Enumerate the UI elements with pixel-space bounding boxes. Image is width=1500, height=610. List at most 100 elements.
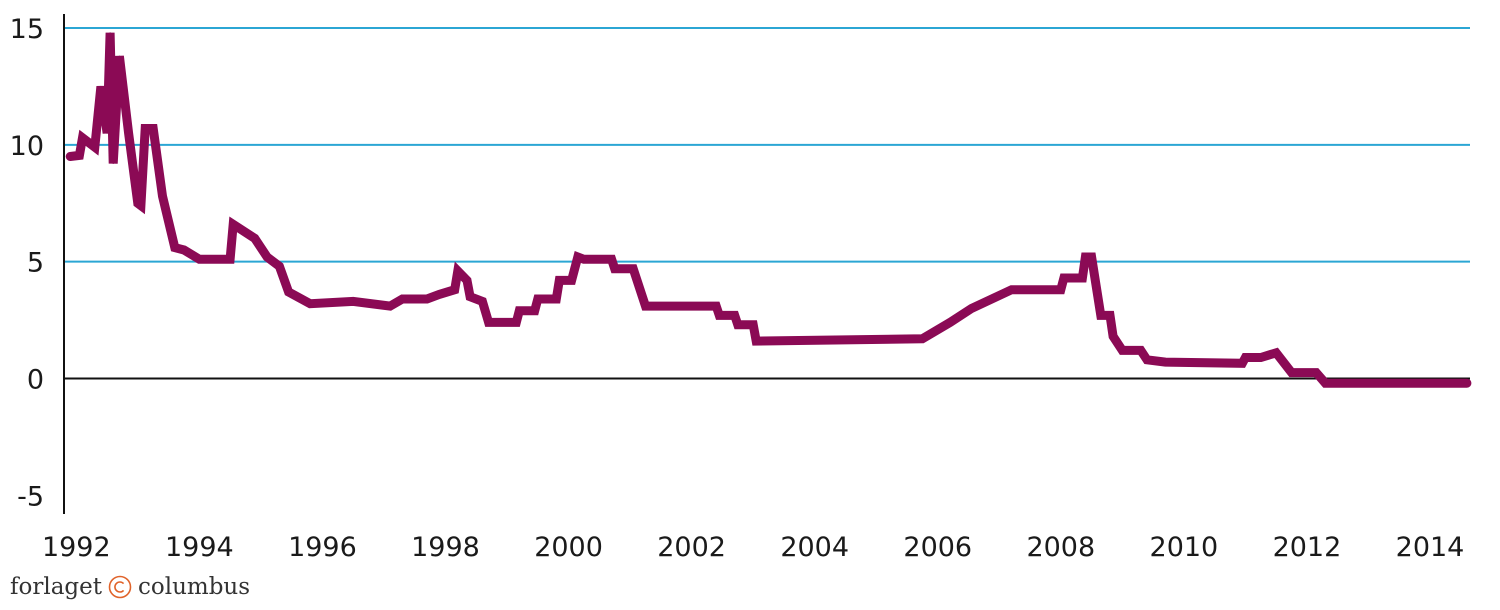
x-tick-label: 2006 — [903, 532, 972, 563]
data-point — [752, 324, 754, 326]
data-point — [278, 265, 280, 267]
data-point — [82, 137, 83, 139]
data-point — [971, 307, 973, 309]
data-point — [109, 32, 111, 34]
data-point — [583, 258, 585, 260]
data-point — [1109, 314, 1111, 316]
y-tick-label: -5 — [17, 481, 44, 512]
data-point — [1315, 372, 1317, 374]
data-point — [558, 279, 560, 281]
data-point — [715, 305, 717, 307]
data-point — [1164, 361, 1166, 363]
data-point — [140, 205, 142, 207]
data-point — [309, 303, 311, 305]
data-point — [1060, 289, 1062, 291]
data-point — [755, 340, 757, 342]
data-point — [128, 132, 130, 134]
x-tick-label: 1998 — [411, 532, 480, 563]
data-point — [1100, 314, 1102, 316]
line-chart: 15 10 5 0 -5 1992 1994 1996 1998 2000 2002 2004 2006… — [10, 14, 1472, 563]
data-point — [1260, 357, 1262, 358]
data-point — [69, 156, 71, 157]
grid-lines — [64, 27, 1470, 380]
y-tick-label: 15 — [10, 14, 44, 45]
series-layer — [65, 32, 1472, 388]
data-point — [438, 293, 440, 295]
data-point — [611, 258, 613, 260]
x-tick-label: 1994 — [165, 532, 234, 563]
copyright-circle-icon — [108, 575, 132, 599]
y-tick-label: 0 — [27, 364, 44, 395]
x-tick-label: 2000 — [534, 532, 603, 563]
data-point — [1275, 352, 1277, 354]
data-point — [921, 338, 923, 340]
x-tick-label: 2008 — [1026, 532, 1095, 563]
data-point — [515, 321, 517, 323]
data-point — [481, 300, 483, 302]
data-point — [137, 202, 139, 204]
data-point — [949, 321, 951, 323]
brand-name-left: forlaget — [10, 574, 102, 600]
data-point — [645, 305, 646, 307]
data-point — [1063, 277, 1065, 279]
data-point — [1081, 277, 1083, 279]
publisher-logo: forlaget columbus — [10, 574, 250, 600]
data-point — [518, 310, 520, 312]
data-point — [466, 279, 468, 281]
data-point — [266, 256, 268, 258]
data-point — [1084, 256, 1086, 258]
data-point — [426, 298, 428, 300]
data-point — [577, 256, 579, 258]
data-point — [1011, 289, 1013, 291]
data-point — [152, 128, 154, 129]
data-point — [288, 291, 290, 293]
data-point — [718, 314, 720, 316]
data-point — [144, 128, 146, 129]
data-point — [389, 305, 391, 307]
x-tick-label: 2012 — [1273, 532, 1342, 563]
data-point — [229, 258, 231, 260]
data-point — [1324, 382, 1326, 384]
data-point — [555, 298, 557, 300]
data-point — [534, 310, 536, 312]
x-tick-label: 1992 — [42, 532, 111, 563]
data-point — [94, 146, 96, 148]
x-tick-label: 2014 — [1396, 532, 1465, 563]
x-tick-label: 2002 — [657, 532, 726, 563]
data-point — [488, 321, 490, 323]
data-point — [118, 55, 120, 57]
data-point — [632, 268, 634, 270]
y-tick-label: 5 — [27, 248, 44, 279]
data-point — [1244, 357, 1246, 358]
data-point — [162, 195, 163, 197]
data-point — [112, 163, 114, 164]
data-point — [614, 268, 616, 270]
data-point — [78, 154, 80, 156]
data-point — [1241, 362, 1243, 364]
data-point — [457, 270, 459, 272]
data-point — [174, 247, 176, 249]
data-point — [100, 85, 102, 87]
data-point — [737, 324, 739, 326]
data-point — [734, 314, 736, 316]
data-point — [198, 258, 200, 260]
series-line-0 — [65, 32, 1472, 388]
x-tick-label: 2010 — [1150, 532, 1219, 563]
data-point — [571, 279, 573, 281]
data-point — [352, 300, 354, 302]
data-point — [106, 132, 108, 134]
data-point — [1291, 372, 1293, 374]
x-tick-label: 1996 — [288, 532, 357, 563]
data-point — [401, 298, 403, 300]
data-point — [454, 289, 456, 291]
data-point — [254, 237, 256, 239]
data-point — [1146, 359, 1148, 361]
data-point — [1121, 349, 1123, 351]
data-point — [183, 249, 185, 251]
brand-name-right: columbus — [138, 574, 251, 600]
data-point — [232, 223, 234, 225]
data-point — [1112, 335, 1114, 337]
x-tick-label: 2004 — [780, 532, 849, 563]
data-point — [469, 296, 471, 298]
data-point — [1466, 382, 1468, 384]
